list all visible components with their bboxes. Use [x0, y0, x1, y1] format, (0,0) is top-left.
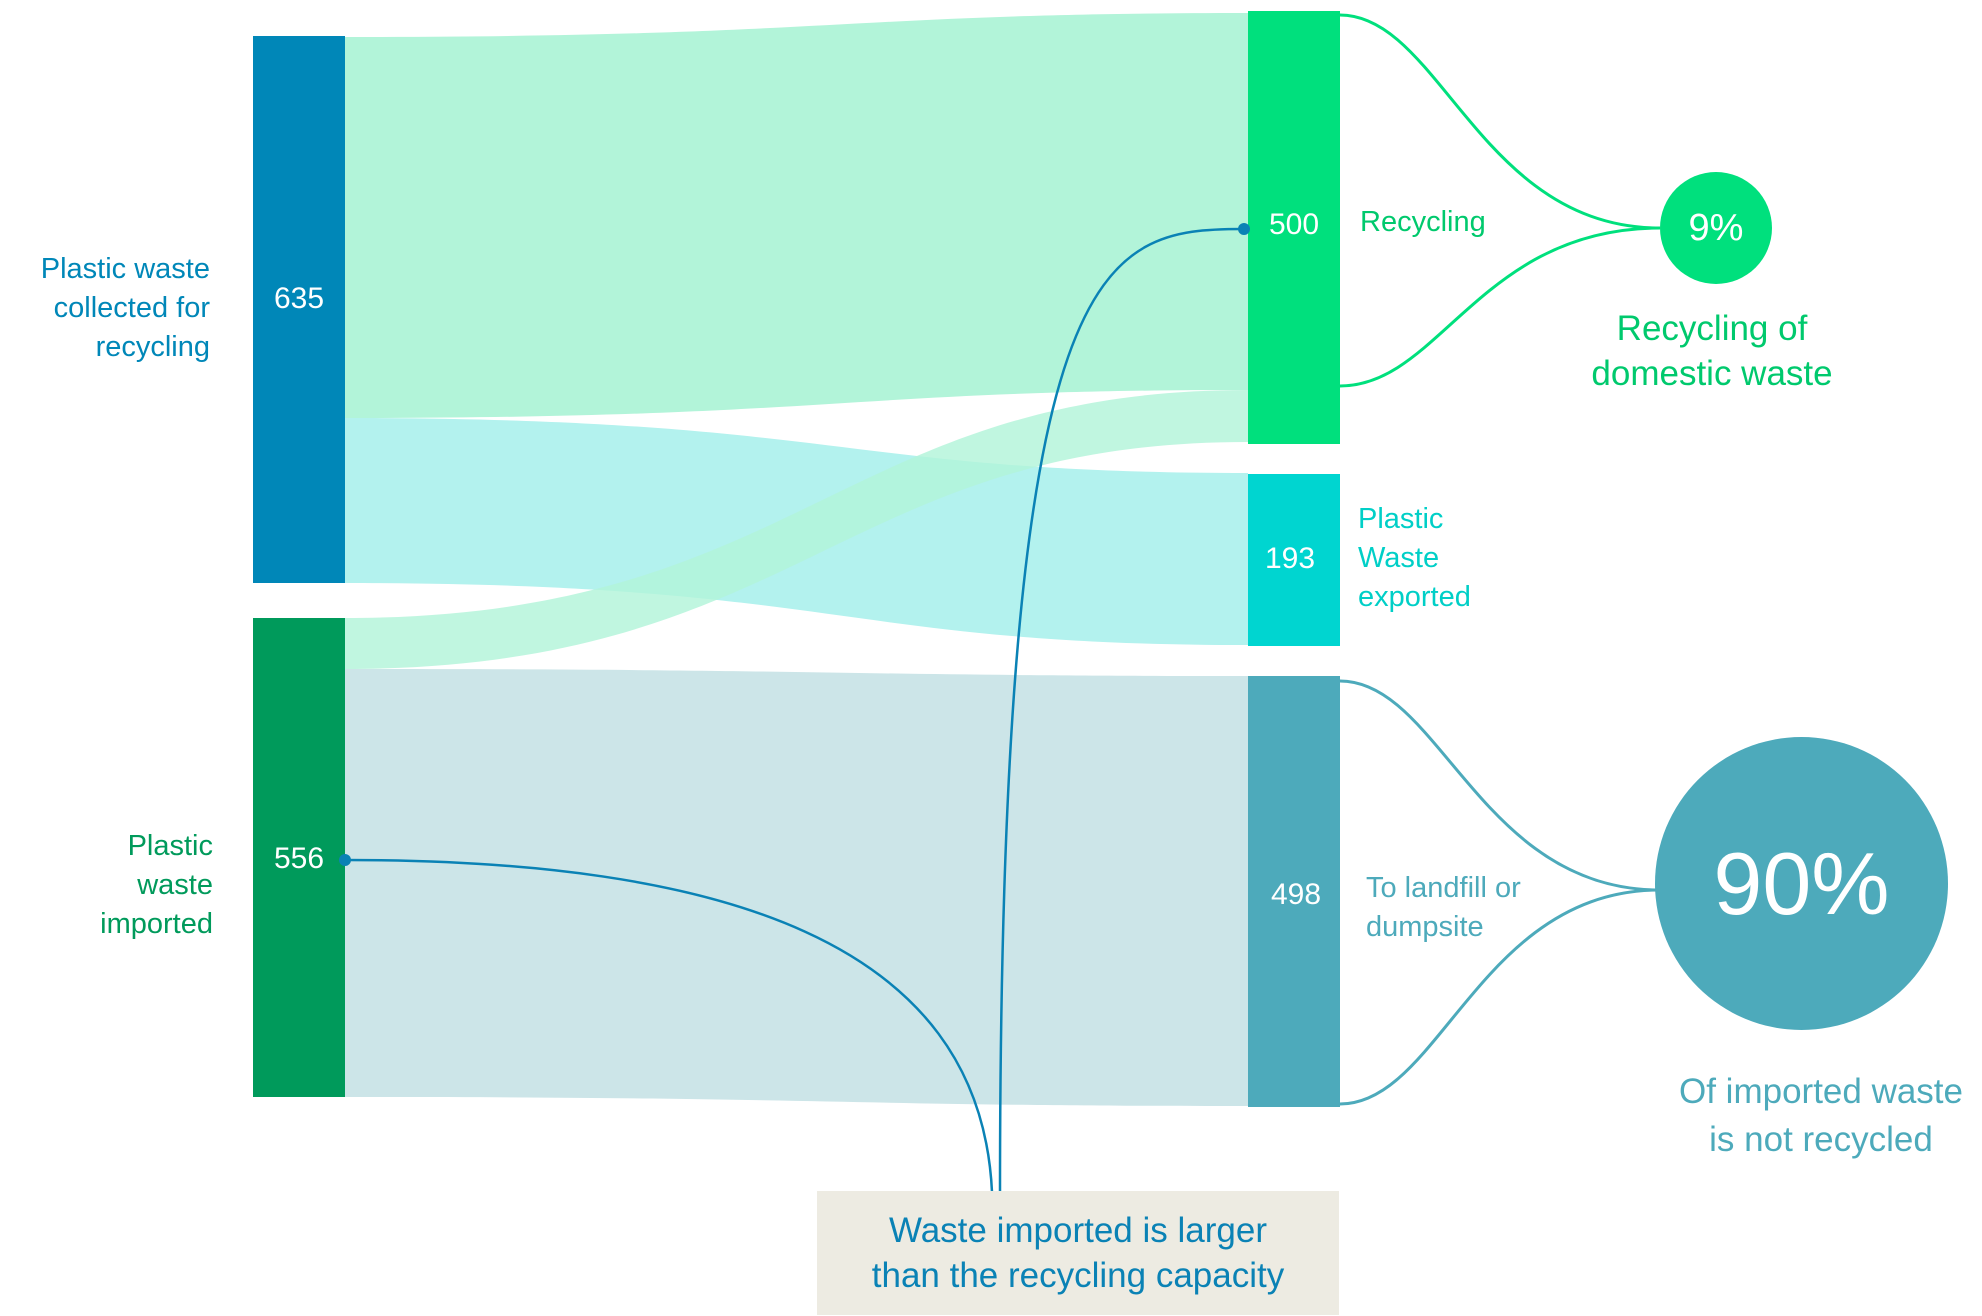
node-recycling-label: Recycling [1360, 206, 1486, 238]
node-imported [253, 618, 345, 1097]
node-recycling [1248, 11, 1340, 444]
node-landfill [1248, 676, 1340, 1107]
node-exported-label: Plastic Waste exported [1358, 503, 1471, 613]
annotation-line-recycling [998, 227, 1245, 1193]
node-exported-value: 193 [1264, 542, 1316, 575]
callout-text: Waste imported is larger than the recycl… [871, 1211, 1285, 1295]
recycling-percent-value: 9% [1688, 206, 1744, 249]
node-imported-label: Plastic waste imported [100, 830, 213, 940]
node-collected-label: Plastic waste collected for recycling [40, 253, 210, 363]
node-collected-value: 635 [273, 282, 325, 315]
recycling-percent-circle: 9% [1660, 172, 1772, 284]
flow-imported-to-recycling [345, 390, 1248, 669]
node-landfill-value: 498 [1270, 878, 1322, 911]
node-exported [1248, 474, 1340, 646]
annotation-dot-recycling [1238, 223, 1250, 235]
flow-collected-to-recycling [345, 13, 1248, 418]
node-landfill-label: To landfill or dumpsite [1366, 872, 1521, 943]
node-imported-value: 556 [273, 842, 325, 875]
landfill-percent-circle: 90% [1655, 737, 1948, 1030]
landfill-percent-value: 90% [1713, 833, 1890, 933]
callout-box: Waste imported is larger than the recycl… [817, 1191, 1339, 1315]
annotation-dot-imported [339, 854, 351, 866]
landfill-percent-caption: Of imported waste is not recycled [1679, 1072, 1963, 1159]
node-recycling-value: 500 [1268, 208, 1320, 241]
recycling-connector [1339, 13, 1661, 388]
annotation-line-imported [344, 858, 994, 1193]
flow-imported-to-landfill [345, 669, 1248, 1106]
landfill-connector [1339, 679, 1661, 1106]
recycling-percent-caption: Recycling of domestic waste [1591, 309, 1833, 393]
node-collected [253, 36, 345, 583]
